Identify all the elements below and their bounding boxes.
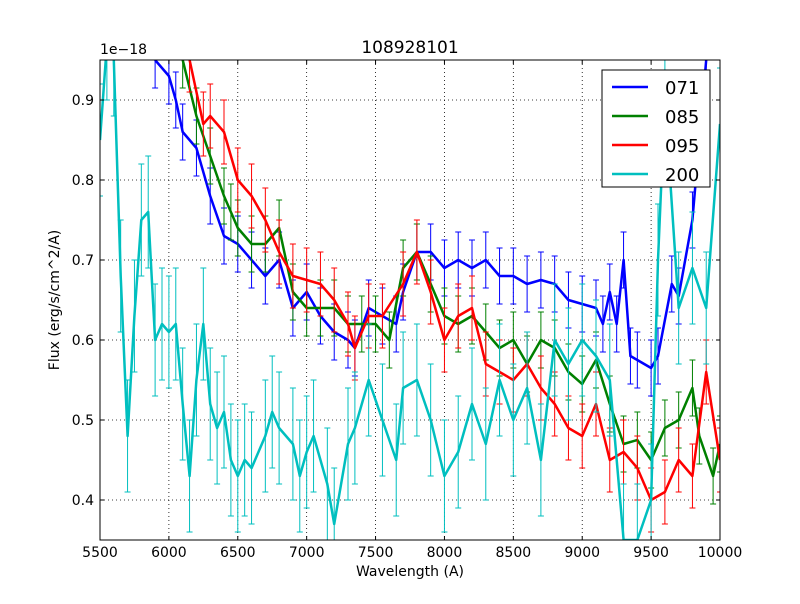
y-tick-label: 0.7 — [72, 253, 94, 269]
x-axis-label: Wavelength (A) — [356, 564, 464, 580]
legend-label-095: 095 — [665, 136, 699, 157]
y-offset-label: 1e−18 — [100, 42, 147, 58]
x-tick-label: 9500 — [633, 545, 669, 561]
x-tick-label: 8500 — [496, 545, 532, 561]
x-tick-label: 6500 — [220, 545, 256, 561]
legend-label-071: 071 — [665, 78, 699, 99]
y-tick-label: 0.8 — [72, 173, 94, 189]
legend-label-200: 200 — [665, 165, 699, 186]
y-tick-label: 0.4 — [72, 493, 94, 509]
x-tick-label: 10000 — [698, 545, 743, 561]
y-tick-label: 0.9 — [72, 93, 94, 109]
x-tick-label: 9000 — [564, 545, 600, 561]
x-tick-label: 5500 — [82, 545, 118, 561]
x-tick-label: 7500 — [358, 545, 394, 561]
y-tick-label: 0.6 — [72, 333, 94, 349]
x-tick-label: 8000 — [427, 545, 463, 561]
x-tick-label: 6000 — [151, 545, 187, 561]
y-tick-label: 0.5 — [72, 413, 94, 429]
x-tick-label: 7000 — [289, 545, 325, 561]
y-axis-label: Flux (erg/s/cm^2/A) — [47, 230, 63, 370]
legend-label-085: 085 — [665, 107, 699, 128]
chart-title: 108928101 — [361, 38, 458, 58]
legend: 071 085 095 200 — [602, 70, 710, 187]
